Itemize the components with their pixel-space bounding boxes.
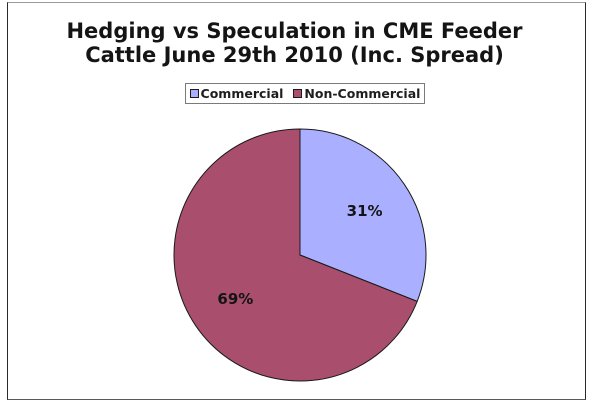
data-label-non-commercial: 69% <box>217 290 253 308</box>
legend-label-commercial: Commercial <box>200 86 284 101</box>
data-label-commercial: 31% <box>347 202 383 220</box>
legend-item-non-commercial: Non-Commercial <box>293 86 420 101</box>
pie-slice-non-commercial <box>173 128 418 382</box>
legend-label-non-commercial: Non-Commercial <box>304 86 421 101</box>
chart-title: Hedging vs Speculation in CME Feeder Cat… <box>66 19 523 67</box>
legend-swatch-commercial <box>189 89 199 98</box>
legend-item-commercial: Commercial <box>189 86 284 101</box>
chart-frame <box>7 2 586 400</box>
chart-legend: Commercial Non-Commercial <box>185 83 425 104</box>
legend-swatch-non-commercial <box>293 89 303 98</box>
pie-slice-commercial <box>299 128 427 303</box>
